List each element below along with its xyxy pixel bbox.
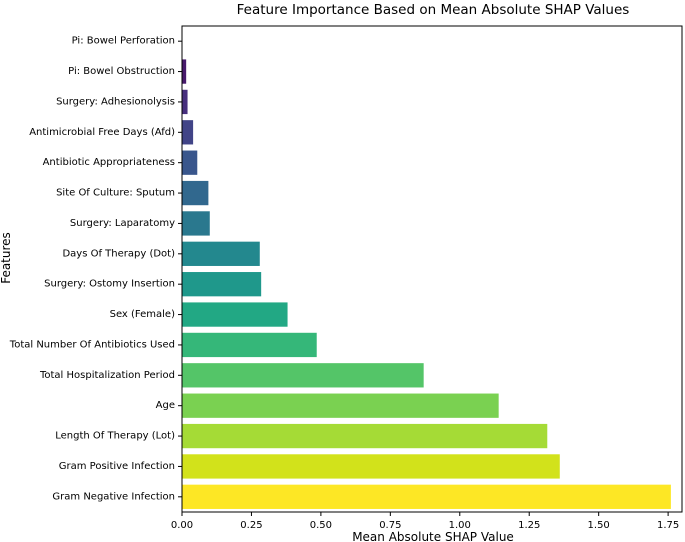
bar xyxy=(182,180,209,206)
bar xyxy=(182,484,671,509)
plot-frame xyxy=(181,25,683,513)
chart-title: Feature Importance Based on Mean Absolut… xyxy=(237,2,630,18)
bar xyxy=(182,454,560,479)
y-tick-label: Antibiotic Appropriateness xyxy=(43,157,175,168)
x-tick-label: 1.00 xyxy=(449,520,471,531)
y-axis-ticks: Pi: Bowel Perforation Pi: Bowel Obstructi… xyxy=(9,36,182,502)
y-tick-label: Days Of Therapy (Dot) xyxy=(62,248,175,259)
bar xyxy=(182,241,260,266)
y-tick-label: Gram Positive Infection xyxy=(59,461,175,472)
y-tick-label: Surgery: Adhesionolysis xyxy=(56,96,175,107)
y-tick-label: Surgery: Ostomy Insertion xyxy=(44,279,175,290)
bar xyxy=(182,150,198,175)
x-axis-ticks: 0.00 0.25 0.50 0.75 1.00 1.25 1.50 1.75 xyxy=(171,512,679,531)
y-tick-label: Antimicrobial Free Days (Afd) xyxy=(29,127,175,138)
bar xyxy=(182,272,262,297)
bar xyxy=(182,332,317,358)
y-tick-label: Pi: Bowel Obstruction xyxy=(68,66,175,77)
y-tick-label: Gram Negative Infection xyxy=(52,491,175,502)
x-tick-label: 1.75 xyxy=(657,520,679,531)
bar xyxy=(182,211,210,236)
y-tick-label: Length Of Therapy (Lot) xyxy=(55,431,175,442)
y-tick-label: Total Hospitalization Period xyxy=(39,370,175,381)
bar xyxy=(182,363,424,388)
y-tick-label: Site Of Culture: Sputum xyxy=(56,188,175,199)
y-tick-label: Age xyxy=(156,400,175,411)
bar xyxy=(182,89,188,115)
bar xyxy=(182,423,548,449)
x-tick-label: 1.50 xyxy=(588,520,610,531)
bar xyxy=(182,302,288,327)
y-tick-label: Surgery: Laparatomy xyxy=(70,218,175,229)
x-tick-label: 0.50 xyxy=(310,520,332,531)
y-axis-title: Features xyxy=(0,232,13,284)
y-tick-label: Pi: Bowel Perforation xyxy=(72,36,175,47)
bar xyxy=(182,393,499,418)
x-tick-label: 1.25 xyxy=(518,520,540,531)
y-tick-label: Sex (Female) xyxy=(110,309,175,320)
x-axis-title: Mean Absolute SHAP Value xyxy=(352,530,514,542)
y-tick-label: Total Number Of Antibiotics Used xyxy=(9,339,175,350)
x-tick-label: 0.75 xyxy=(379,520,401,531)
bar xyxy=(182,59,187,84)
x-tick-label: 0.25 xyxy=(240,520,262,531)
bars-group xyxy=(182,59,671,509)
bar xyxy=(182,120,194,145)
x-tick-label: 0.00 xyxy=(171,520,193,531)
